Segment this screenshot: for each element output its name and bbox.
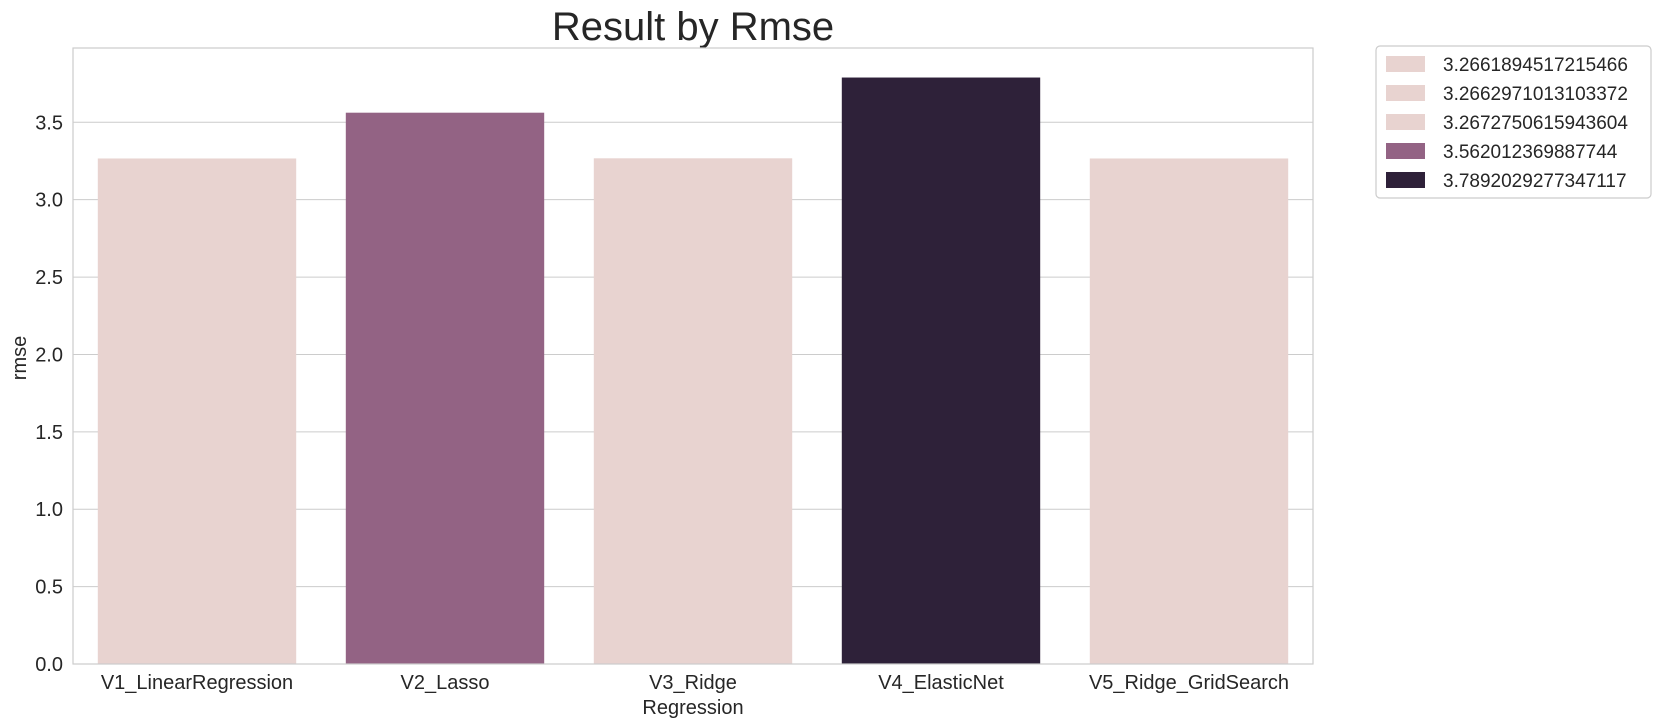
y-tick-label: 1.0	[35, 499, 63, 521]
y-tick-labels: 0.0 0.5 1.0 1.5 2.0 2.5 3.0 3.5	[35, 112, 63, 676]
x-tick-labels: V1_LinearRegression V2_Lasso V3_Ridge V4_El…	[101, 672, 1289, 694]
y-tick-label: 0.5	[35, 577, 63, 599]
bar-V5_Ridge_GridSearch	[1089, 158, 1289, 664]
legend-swatch	[1386, 56, 1425, 72]
y-tick-label: 3.5	[35, 112, 63, 134]
legend-label: 3.2661894517215466	[1443, 55, 1628, 76]
legend-swatch	[1386, 143, 1425, 159]
legend-label: 3.562012369887744	[1443, 142, 1618, 163]
bar-V1_LinearRegression	[97, 158, 297, 664]
x-tick-label: V3_Ridge	[649, 672, 737, 694]
y-axis-label: rmse	[9, 336, 31, 380]
bar-V4_ElasticNet	[841, 77, 1041, 665]
legend-frame	[1375, 45, 1652, 199]
legend: 3.2661894517215466 3.2662971013103372 3.26…	[1375, 45, 1652, 199]
legend-label: 3.7892029277347117	[1443, 171, 1627, 192]
chart-title: Result by Rmse	[552, 5, 834, 49]
legend-swatch	[1386, 172, 1425, 188]
legend-swatch	[1386, 114, 1425, 130]
plot-frame	[72, 47, 1314, 665]
x-tick-label: V1_LinearRegression	[101, 672, 293, 694]
x-tick-label: V5_Ridge_GridSearch	[1089, 672, 1289, 694]
x-tick-label: V4_ElasticNet	[878, 672, 1004, 694]
bars	[97, 77, 1289, 665]
y-tick-label: 1.5	[35, 422, 63, 444]
x-axis-label: Regression	[642, 697, 743, 719]
y-tick-label: 2.5	[35, 267, 63, 289]
x-tick-label: V2_Lasso	[401, 672, 490, 694]
bar-V3_Ridge	[593, 158, 793, 664]
legend-swatch	[1386, 85, 1425, 101]
y-tick-label: 0.0	[35, 654, 63, 676]
legend-label: 3.2672750615943604	[1443, 113, 1628, 134]
y-tick-label: 2.0	[35, 344, 63, 366]
legend-label: 3.2662971013103372	[1443, 84, 1628, 105]
bar-V2_Lasso	[345, 112, 545, 665]
y-tick-label: 3.0	[35, 190, 63, 212]
legend-entries: 3.2661894517215466 3.2662971013103372 3.26…	[1386, 55, 1628, 192]
